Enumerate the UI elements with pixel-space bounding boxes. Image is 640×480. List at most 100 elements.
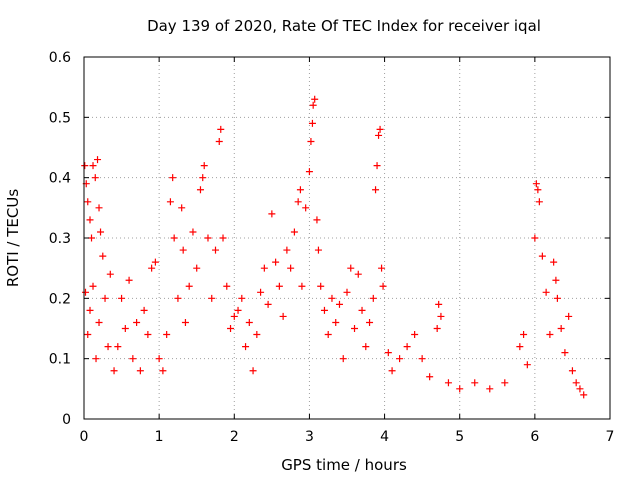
data-point <box>550 258 558 266</box>
x-axis-label: GPS time / hours <box>281 456 407 474</box>
data-point <box>317 282 325 290</box>
data-point <box>456 385 464 393</box>
y-tick-label: 0.1 <box>49 352 71 368</box>
data-point <box>287 264 295 272</box>
y-tick-label: 0.4 <box>49 171 71 187</box>
data-point <box>178 204 186 212</box>
data-point <box>121 325 129 332</box>
data-point <box>118 294 126 302</box>
data-point <box>362 343 370 351</box>
data-point <box>89 282 97 290</box>
data-point <box>335 300 343 308</box>
data-point <box>501 379 509 387</box>
data-point <box>91 174 99 182</box>
y-tick-label: 0.2 <box>49 291 71 307</box>
data-point <box>307 137 315 145</box>
data-point <box>378 264 386 272</box>
data-point <box>136 367 144 375</box>
data-point <box>279 312 287 320</box>
data-point <box>215 137 223 145</box>
data-point <box>163 331 171 339</box>
data-point <box>546 331 554 339</box>
data-point <box>366 318 374 326</box>
data-point <box>298 282 306 290</box>
data-point <box>332 318 340 326</box>
data-point <box>532 180 540 188</box>
data-point <box>189 228 197 236</box>
data-point <box>565 312 573 320</box>
data-point <box>257 288 265 296</box>
data-point <box>166 198 174 206</box>
data-point <box>324 331 332 339</box>
data-point <box>84 331 92 339</box>
data-point <box>208 294 216 302</box>
y-tick-label: 0.5 <box>49 110 71 126</box>
data-point <box>140 306 148 314</box>
data-point <box>308 119 316 127</box>
data-point <box>557 325 565 332</box>
data-point <box>275 282 283 290</box>
data-point <box>227 325 235 332</box>
x-ticks: 0 1 2 3 4 5 6 7 <box>80 57 615 445</box>
data-point <box>311 95 319 103</box>
data-point <box>264 300 272 308</box>
data-point <box>88 234 96 242</box>
data-point <box>516 343 524 351</box>
data-point <box>144 331 152 339</box>
data-point <box>426 373 434 381</box>
data-point <box>435 300 443 308</box>
data-point <box>411 331 419 339</box>
data-point <box>388 367 396 375</box>
data-point <box>268 210 276 218</box>
data-point <box>253 331 261 339</box>
data-point <box>444 379 452 387</box>
data-point <box>376 125 384 133</box>
data-point <box>260 264 268 272</box>
data-point <box>155 355 163 363</box>
data-point <box>217 125 225 133</box>
data-point <box>294 198 302 206</box>
data-point <box>302 204 310 212</box>
data-point <box>486 385 494 393</box>
data-point <box>169 174 177 182</box>
data-point <box>94 156 102 164</box>
data-point <box>212 246 219 254</box>
data-point <box>347 264 355 272</box>
data-point <box>82 288 90 296</box>
data-point <box>534 186 542 194</box>
data-point <box>314 246 322 254</box>
y-tick-label: 0 <box>62 412 71 428</box>
x-tick-label: 7 <box>606 429 615 445</box>
data-point <box>95 204 103 212</box>
plot-frame <box>83 56 611 420</box>
data-point <box>242 343 250 351</box>
data-point <box>204 234 212 242</box>
data-point <box>437 312 445 320</box>
data-point <box>219 234 227 242</box>
data-point <box>354 270 362 278</box>
data-point <box>193 264 201 272</box>
data-point <box>148 264 156 272</box>
y-ticks: 0 0.1 0.2 0.3 0.4 0.5 0.6 <box>49 50 610 428</box>
data-point <box>92 355 100 363</box>
data-point <box>313 216 321 224</box>
data-point <box>305 168 313 176</box>
data-point <box>309 101 317 109</box>
data-point <box>384 349 392 357</box>
data-point <box>200 162 208 170</box>
data-point <box>471 379 479 387</box>
data-point <box>290 228 298 236</box>
x-tick-label: 1 <box>155 429 164 445</box>
data-point <box>106 270 114 278</box>
data-point <box>238 294 246 302</box>
data-point <box>523 361 531 369</box>
data-point <box>272 258 280 266</box>
data-point <box>538 252 546 260</box>
data-point <box>553 294 561 302</box>
x-tick-label: 5 <box>455 429 464 445</box>
data-point <box>81 162 89 170</box>
y-tick-label: 0.3 <box>49 231 71 247</box>
x-tick-label: 3 <box>305 429 314 445</box>
data-point <box>568 367 576 375</box>
